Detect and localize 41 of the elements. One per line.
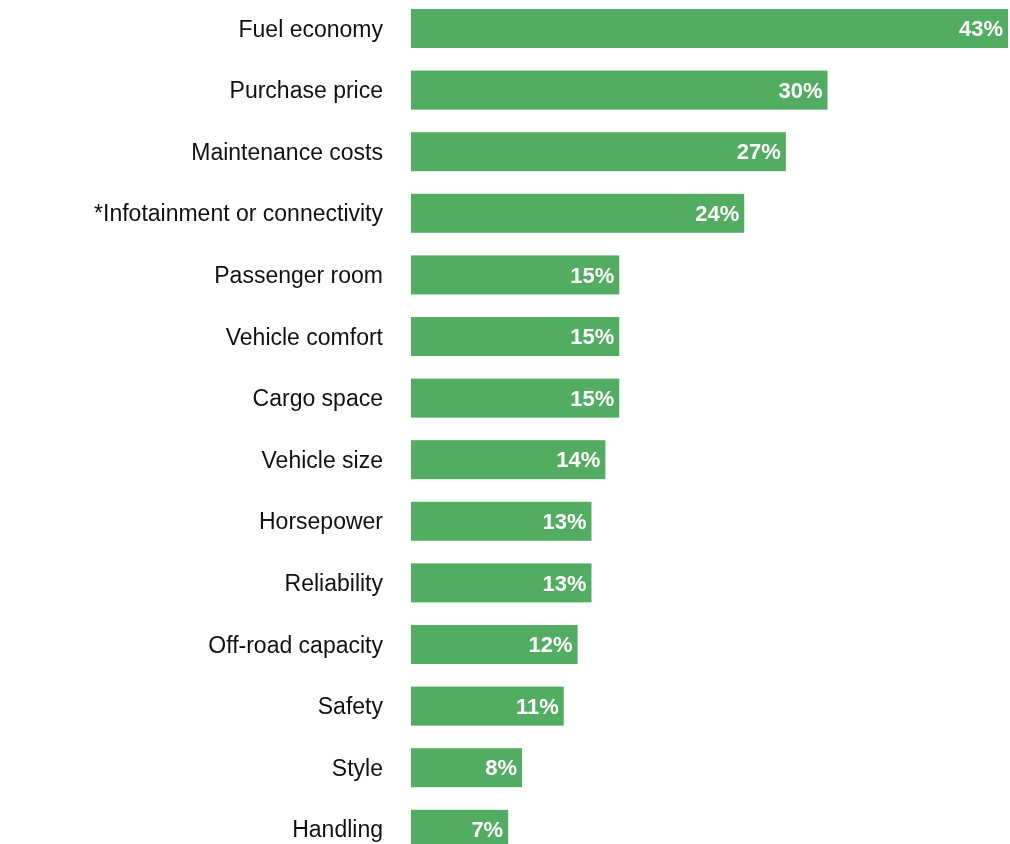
bar [411,625,578,664]
bar [411,563,592,603]
y-tick-label: Handling [292,816,383,843]
y-tick-label: Vehicle size [261,446,383,473]
bar [411,193,745,233]
bar [411,378,620,418]
bar [411,70,828,110]
data-label: 30% [778,77,823,103]
y-tick-label: *Infotainment or connectivity [94,200,384,227]
bar [411,686,564,726]
bar [411,317,620,356]
y-tick-label: Passenger room [214,261,383,288]
y-tick-label: Fuel economy [238,15,384,42]
data-label: 15% [570,262,615,288]
y-tick-label: Maintenance costs [191,138,383,165]
data-label: 12% [528,632,573,658]
y-tick-label: Purchase price [229,77,383,104]
data-label: 11% [515,693,559,719]
bar [411,255,620,295]
bar [411,501,592,541]
bar [411,748,523,788]
data-label: 13% [542,570,587,596]
data-label: 13% [542,509,587,534]
data-label: 15% [570,385,615,411]
y-tick-label: Safety [317,693,384,720]
data-label: 27% [736,139,781,165]
data-label: 7% [471,817,504,842]
bar [411,9,1008,48]
bar [411,440,606,480]
data-label: 24% [695,201,740,226]
y-tick-label: Style [331,754,383,781]
y-tick-label: Reliability [284,569,384,596]
data-label: 14% [556,447,601,473]
y-tick-label: Off-road capacity [208,631,384,658]
y-tick-label: Horsepower [259,508,384,535]
y-tick-label: Cargo space [252,385,383,412]
data-label: 43% [958,16,1003,42]
data-label: 15% [570,324,615,350]
bar [411,132,786,172]
data-label: 8% [485,755,518,781]
y-tick-label: Vehicle comfort [225,323,384,350]
